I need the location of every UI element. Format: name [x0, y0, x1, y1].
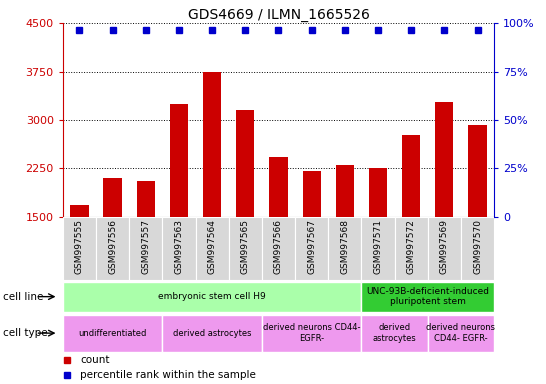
Bar	[70, 205, 88, 217]
Bar	[262, 314, 361, 352]
Bar	[203, 71, 221, 217]
Bar	[295, 217, 328, 280]
Bar	[336, 165, 354, 217]
Bar	[103, 178, 122, 217]
Bar	[195, 217, 229, 280]
Text: GSM997566: GSM997566	[274, 219, 283, 274]
Text: embryonic stem cell H9: embryonic stem cell H9	[158, 292, 266, 301]
Text: GSM997570: GSM997570	[473, 219, 482, 274]
Text: GSM997568: GSM997568	[340, 219, 349, 274]
Text: GSM997567: GSM997567	[307, 219, 316, 274]
Bar	[428, 314, 494, 352]
Bar	[435, 102, 454, 217]
Bar	[461, 217, 494, 280]
Text: GSM997564: GSM997564	[207, 219, 217, 274]
Bar	[269, 157, 288, 217]
Bar	[162, 314, 262, 352]
Bar	[63, 281, 361, 312]
Bar	[468, 125, 486, 217]
Text: undifferentiated: undifferentiated	[79, 329, 147, 338]
Bar	[361, 217, 395, 280]
Text: GSM997569: GSM997569	[440, 219, 449, 274]
Bar	[302, 171, 321, 217]
Bar	[361, 314, 428, 352]
Text: GSM997557: GSM997557	[141, 219, 150, 274]
Text: derived neurons CD44-
EGFR-: derived neurons CD44- EGFR-	[263, 323, 360, 343]
Text: derived astrocytes: derived astrocytes	[173, 329, 251, 338]
Title: GDS4669 / ILMN_1665526: GDS4669 / ILMN_1665526	[187, 8, 370, 22]
Bar	[262, 217, 295, 280]
Text: GSM997565: GSM997565	[241, 219, 250, 274]
Text: GSM997555: GSM997555	[75, 219, 84, 274]
Bar	[369, 168, 387, 217]
Text: percentile rank within the sample: percentile rank within the sample	[80, 370, 256, 380]
Bar	[361, 281, 494, 312]
Bar	[236, 110, 254, 217]
Bar	[129, 217, 162, 280]
Bar	[63, 217, 96, 280]
Bar	[162, 217, 195, 280]
Bar	[428, 217, 461, 280]
Bar	[328, 217, 361, 280]
Text: GSM997556: GSM997556	[108, 219, 117, 274]
Bar	[136, 181, 155, 217]
Text: derived
astrocytes: derived astrocytes	[373, 323, 417, 343]
Text: cell type: cell type	[3, 328, 48, 338]
Bar	[402, 135, 420, 217]
Text: GSM997563: GSM997563	[174, 219, 183, 274]
Bar	[63, 314, 162, 352]
Text: GSM997571: GSM997571	[373, 219, 383, 274]
Text: UNC-93B-deficient-induced
pluripotent stem: UNC-93B-deficient-induced pluripotent st…	[366, 287, 489, 306]
Text: GSM997572: GSM997572	[407, 219, 416, 274]
Bar	[395, 217, 428, 280]
Bar	[170, 104, 188, 217]
Text: cell line: cell line	[3, 291, 43, 302]
Text: derived neurons
CD44- EGFR-: derived neurons CD44- EGFR-	[426, 323, 495, 343]
Bar	[229, 217, 262, 280]
Bar	[96, 217, 129, 280]
Text: count: count	[80, 354, 110, 365]
